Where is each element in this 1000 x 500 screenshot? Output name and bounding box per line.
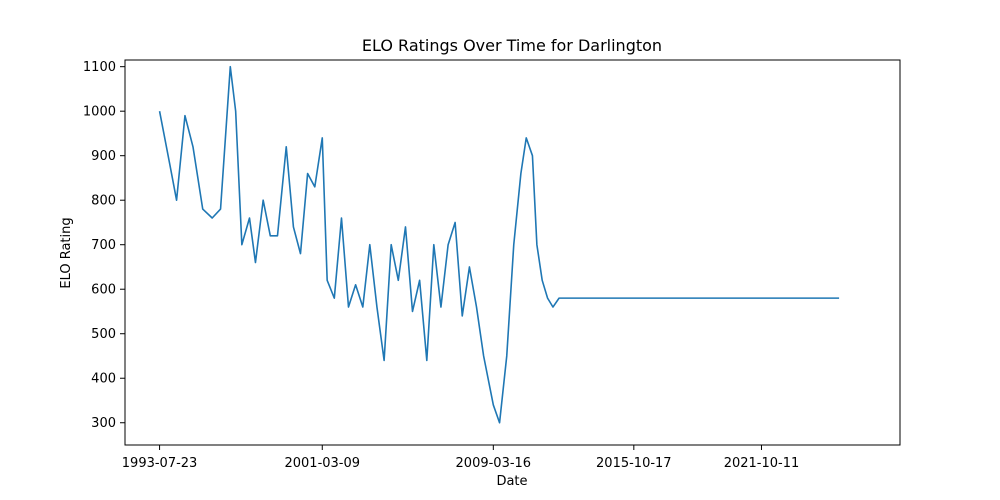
y-axis-label: ELO Rating <box>59 217 74 288</box>
series-layer <box>158 65 840 424</box>
y-tick-label: 300 <box>91 416 116 431</box>
y-tick-label: 700 <box>91 238 116 253</box>
series-line <box>158 65 840 424</box>
x-axis: 1993-07-23 2001-03-09 2009-03-16 2015-10-17… <box>122 445 799 471</box>
y-tick-label: 1000 <box>83 105 116 120</box>
x-tick-label: 2021-10-11 <box>724 456 800 471</box>
y-tick-label: 400 <box>91 372 116 387</box>
y-axis: 300 400 500 600 700 800 900 1000 1100 <box>83 60 125 431</box>
x-tick-label: 1993-07-23 <box>122 456 198 471</box>
plot-frame <box>124 59 901 446</box>
y-tick-label: 900 <box>91 149 116 164</box>
x-tick-label: 2009-03-16 <box>456 456 532 471</box>
x-tick-label: 2001-03-09 <box>284 456 360 471</box>
x-axis-label: Date <box>496 474 527 489</box>
y-tick-label: 500 <box>91 327 116 342</box>
x-tick-label: 2015-10-17 <box>596 456 672 471</box>
chart-title: ELO Ratings Over Time for Darlington <box>362 36 662 55</box>
y-tick-label: 1100 <box>83 60 116 75</box>
y-tick-label: 600 <box>91 283 116 298</box>
y-tick-label: 800 <box>91 194 116 209</box>
plot-area <box>124 59 901 446</box>
